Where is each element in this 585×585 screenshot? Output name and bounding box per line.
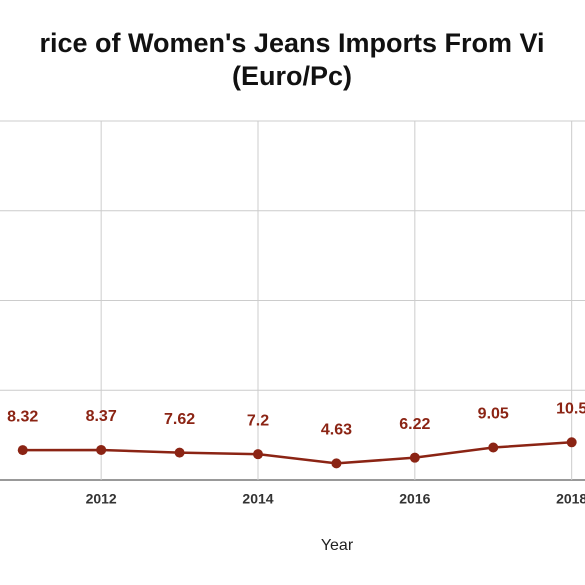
x-tick-label: 2018 xyxy=(556,491,585,507)
point xyxy=(17,445,28,456)
x-axis-label: Year xyxy=(321,537,354,554)
value-label: 9.05 xyxy=(478,406,509,423)
line xyxy=(22,441,572,465)
point xyxy=(331,458,342,469)
chart-title: (Euro/Pc) xyxy=(232,61,352,91)
value-label: 6.22 xyxy=(399,416,430,433)
point xyxy=(409,452,420,463)
value-label: 7.2 xyxy=(247,412,269,429)
chart-title: rice of Women's Jeans Imports From Vi xyxy=(39,28,544,58)
value-label: 4.63 xyxy=(321,422,352,439)
x-tick-label: 2012 xyxy=(86,491,117,507)
point xyxy=(566,437,577,448)
value-label: 8.32 xyxy=(7,408,38,425)
value-label: 8.37 xyxy=(86,408,117,425)
point xyxy=(174,447,185,458)
value-label: 7.62 xyxy=(164,411,195,428)
point xyxy=(96,444,107,455)
x-tick-label: 2016 xyxy=(399,491,430,507)
point xyxy=(252,449,263,460)
value-label: 10.5 xyxy=(556,401,585,418)
x-tick-label: 2014 xyxy=(242,491,273,507)
point xyxy=(488,442,499,453)
